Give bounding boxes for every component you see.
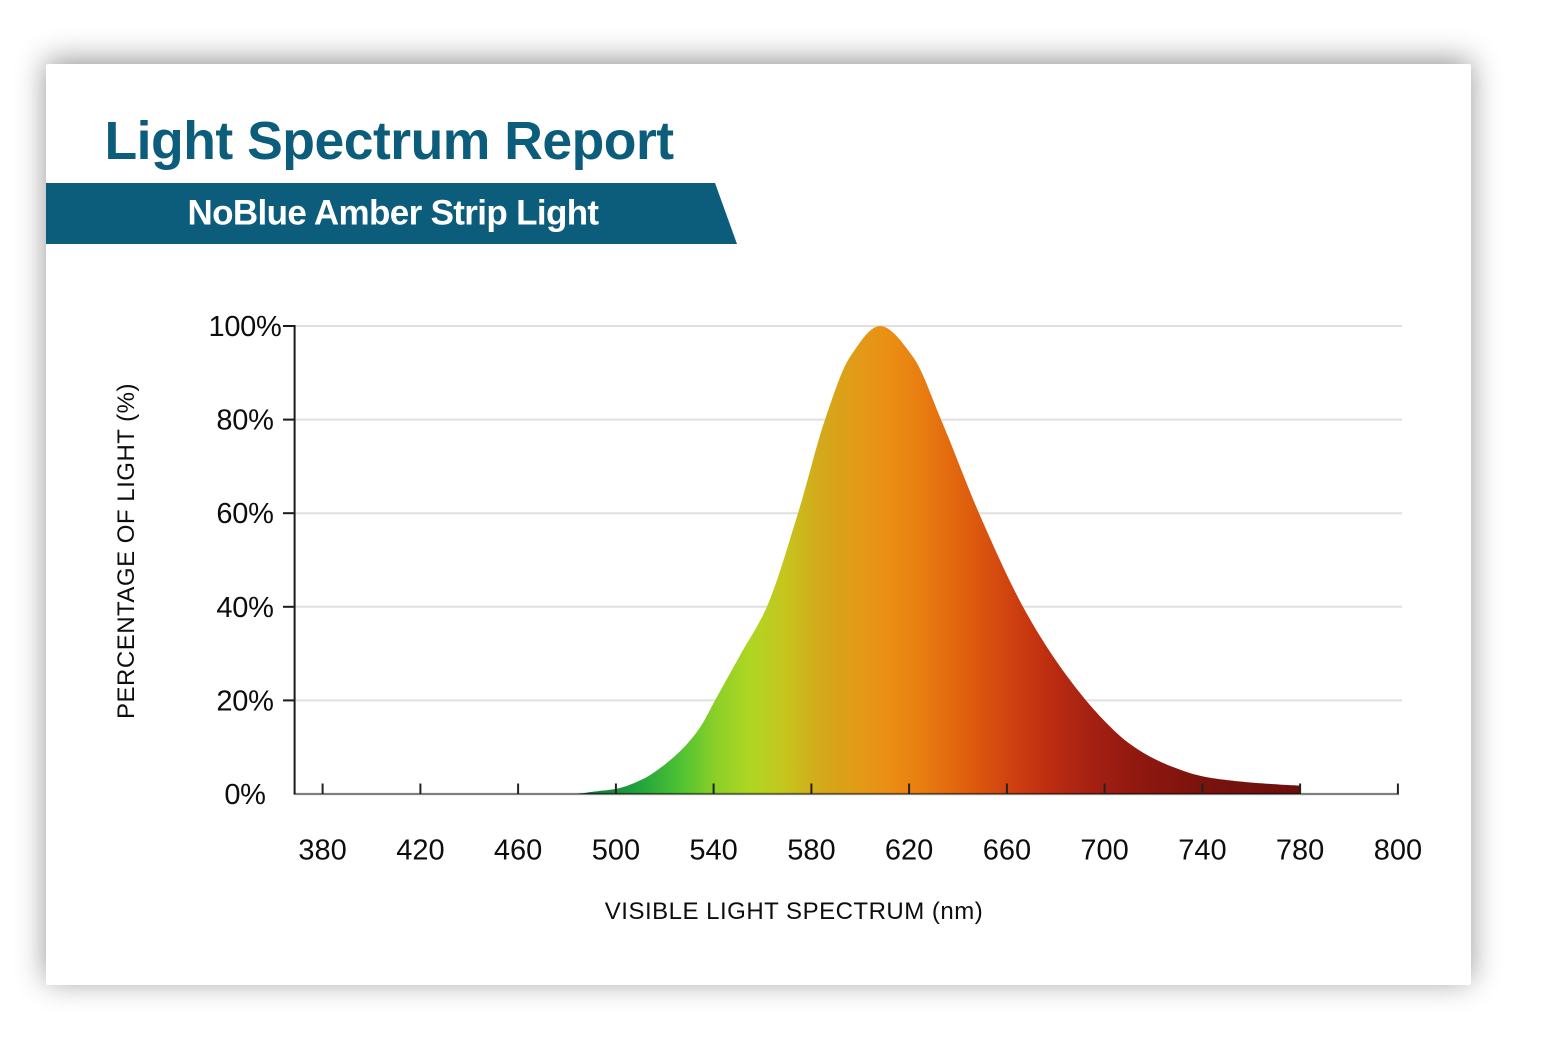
svg-text:540: 540 <box>689 835 737 867</box>
svg-text:Light Spectrum Report: Light Spectrum Report <box>105 112 675 171</box>
svg-text:PERCENTAGE OF LIGHT (%): PERCENTAGE OF LIGHT (%) <box>113 383 140 719</box>
svg-text:660: 660 <box>983 835 1031 867</box>
svg-text:80%: 80% <box>216 405 273 437</box>
svg-text:0%: 0% <box>224 779 265 811</box>
svg-text:100%: 100% <box>209 311 282 343</box>
svg-text:VISIBLE LIGHT SPECTRUM (nm): VISIBLE LIGHT SPECTRUM (nm) <box>605 898 983 925</box>
svg-text:NoBlue Amber Strip Light: NoBlue Amber Strip Light <box>188 194 600 233</box>
svg-text:20%: 20% <box>216 685 273 717</box>
svg-text:700: 700 <box>1080 835 1128 867</box>
svg-text:60%: 60% <box>216 498 273 530</box>
svg-text:620: 620 <box>885 835 933 867</box>
svg-text:420: 420 <box>396 835 444 867</box>
svg-text:40%: 40% <box>216 592 273 624</box>
svg-text:500: 500 <box>592 835 640 867</box>
svg-text:580: 580 <box>787 835 835 867</box>
svg-text:800: 800 <box>1374 835 1422 867</box>
svg-text:740: 740 <box>1178 835 1226 867</box>
svg-text:460: 460 <box>494 835 542 867</box>
svg-text:380: 380 <box>298 835 346 867</box>
svg-text:780: 780 <box>1276 835 1324 867</box>
